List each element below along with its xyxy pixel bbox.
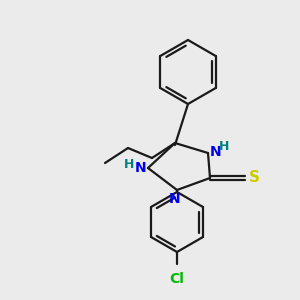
Text: N: N <box>169 192 181 206</box>
Text: N: N <box>134 161 146 175</box>
Text: H: H <box>124 158 134 172</box>
Text: N: N <box>210 145 222 159</box>
Text: S: S <box>249 170 260 185</box>
Text: Cl: Cl <box>169 272 184 286</box>
Text: H: H <box>219 140 230 152</box>
